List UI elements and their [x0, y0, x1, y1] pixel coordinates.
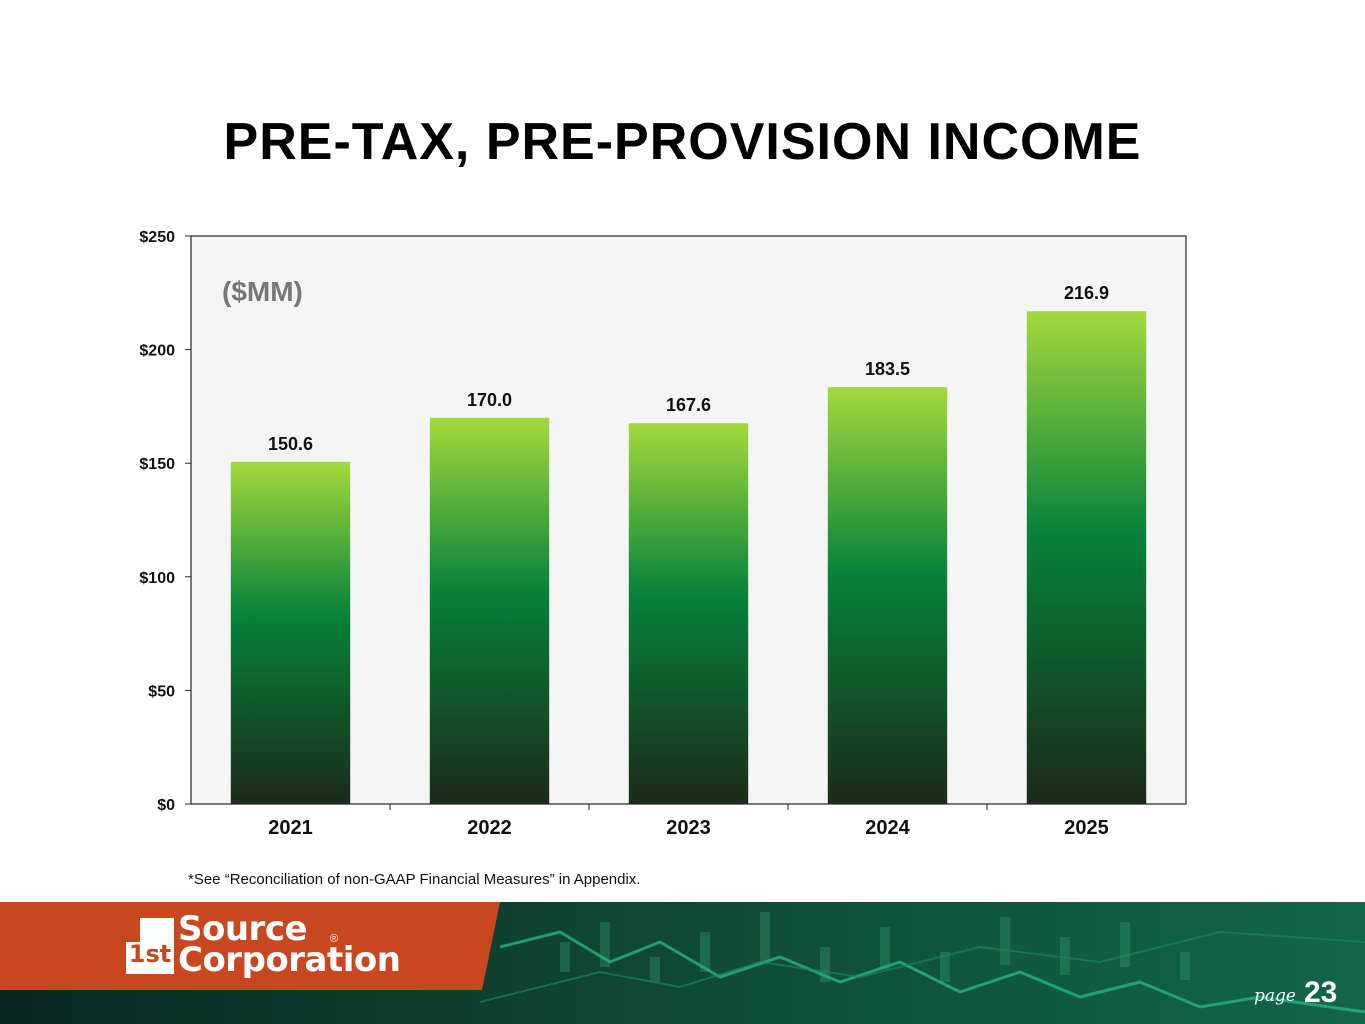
- logo-mark-text: 1st: [129, 940, 171, 968]
- y-tick-label: $100: [139, 570, 175, 587]
- bar-value-label: 150.6: [268, 434, 313, 454]
- bar-value-label: 167.6: [666, 395, 711, 415]
- logo-text-source: Source: [178, 909, 308, 949]
- bar-2025: [1026, 311, 1147, 804]
- page-title: PRE-TAX, PRE-PROVISION INCOME: [223, 113, 1142, 171]
- page-label: page: [1254, 986, 1296, 1006]
- footnote: *See “Reconciliation of non-GAAP Financi…: [188, 871, 641, 888]
- unit-label: ($MM): [222, 276, 303, 307]
- bar-value-label: 216.9: [1064, 283, 1109, 303]
- logo-registered: ®: [330, 933, 339, 945]
- footer-banner: 1st Source ® Corporation page 23: [0, 902, 1365, 1024]
- logo-1st-mark: 1st: [126, 918, 174, 974]
- x-axis: 2021 2022 2023 2024 2025: [268, 804, 1109, 839]
- bar-value-label: 183.5: [865, 359, 910, 379]
- page-number: 23: [1304, 976, 1338, 1009]
- bar-2023: [628, 423, 749, 804]
- bar-2022: [429, 417, 550, 804]
- y-tick-label: $0: [157, 797, 175, 814]
- y-axis: $0 $50 $100 $150 $200 $250: [139, 229, 191, 814]
- y-tick-label: $150: [139, 456, 175, 473]
- bar-chart: ($MM) $0 $50 $100 $150 $200 $250 2021 2022 2023…: [139, 229, 1187, 839]
- x-tick-label: 2023: [666, 817, 711, 839]
- bar-2021: [230, 461, 351, 804]
- bar-value-label: 170.0: [467, 390, 512, 410]
- logo-text-corporation: Corporation: [178, 940, 401, 980]
- y-tick-label: $250: [139, 229, 175, 246]
- x-tick-label: 2021: [268, 817, 313, 839]
- x-tick-label: 2024: [865, 817, 910, 839]
- bars: 150.6 170.0 167.6 183.5 216.9: [230, 283, 1147, 804]
- x-tick-label: 2025: [1064, 817, 1109, 839]
- y-tick-label: $50: [148, 683, 175, 700]
- y-tick-label: $200: [139, 343, 175, 360]
- x-tick-label: 2022: [467, 817, 512, 839]
- bar-2024: [827, 387, 948, 804]
- logo-block: 1st Source ® Corporation: [0, 902, 500, 990]
